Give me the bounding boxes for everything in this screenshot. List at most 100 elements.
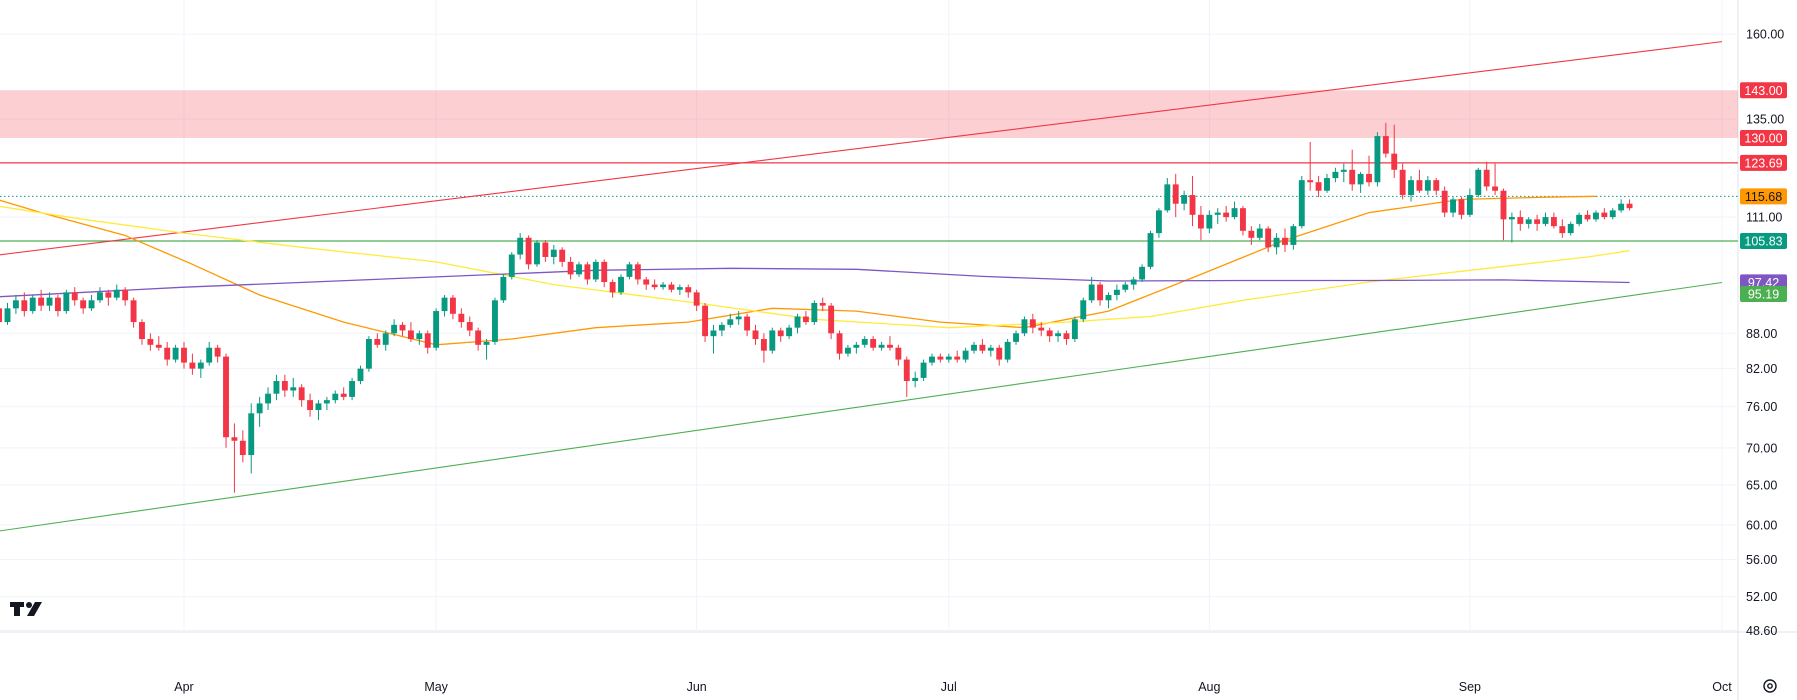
candle-down [1307, 141, 1314, 191]
settings-icon[interactable] [1763, 679, 1777, 693]
x-tick-label: Oct [1712, 680, 1732, 694]
candle-body [542, 242, 549, 257]
candle-down [1441, 186, 1448, 218]
x-tick-label: Sep [1459, 680, 1481, 694]
candle-body [399, 324, 406, 331]
candle-down [214, 344, 221, 363]
candle-down [281, 374, 288, 397]
candle-body [1088, 284, 1095, 301]
candle-down [155, 336, 162, 351]
candle-up [1013, 330, 1019, 345]
candle-down [1534, 214, 1541, 231]
candle-down [407, 322, 414, 342]
tradingview-logo[interactable] [10, 602, 42, 616]
candle-down [458, 308, 465, 328]
candle-body [365, 339, 372, 369]
candle-body [1576, 214, 1583, 224]
candle-body [1189, 195, 1196, 215]
candle-body [256, 403, 263, 414]
candle-up [1374, 132, 1381, 187]
candle-body [155, 344, 162, 348]
candle-body [727, 319, 734, 325]
candle-down [702, 302, 709, 342]
candle-body [693, 292, 700, 306]
y-tick-label: 65.00 [1746, 478, 1777, 492]
candle-body [752, 330, 759, 340]
candle-down [525, 235, 532, 270]
candle-down [685, 284, 692, 298]
candle-up [1080, 297, 1087, 323]
candle-up [845, 344, 851, 357]
y-tick-label: 82.00 [1746, 362, 1777, 376]
candle-down [1492, 163, 1499, 196]
candle-body [357, 368, 364, 382]
candle-down [584, 261, 591, 285]
candle-down [996, 344, 1003, 366]
candle-up [1542, 212, 1549, 227]
candle-body [685, 287, 692, 293]
candle-body [1349, 169, 1356, 185]
candle-body [1517, 217, 1524, 224]
candle-body [1416, 180, 1423, 191]
candle-body [567, 261, 574, 275]
candle-body [483, 341, 490, 345]
candle-body [223, 356, 229, 438]
candle-body [1181, 195, 1188, 204]
candle-down [307, 393, 314, 417]
candle-body [1424, 180, 1431, 191]
time-axis[interactable]: Apr May Jun Jul Aug Sep Oct [174, 680, 1732, 694]
candle-body [63, 292, 70, 312]
candle-down [139, 319, 145, 345]
candle-down [231, 423, 238, 493]
candle-up [365, 336, 372, 372]
candle-body [281, 381, 288, 391]
candle-body [340, 393, 347, 397]
candle-body [1542, 217, 1549, 224]
candle-body [1315, 182, 1322, 191]
candle-body [1525, 219, 1532, 224]
x-tick-label: Jul [941, 680, 957, 694]
candle-body [265, 393, 271, 404]
candle-down [870, 336, 877, 351]
candle-body [1122, 284, 1129, 290]
candle-down [1483, 161, 1490, 191]
candle-body [1113, 289, 1120, 296]
candle-up [618, 274, 624, 296]
candle-up [206, 341, 213, 366]
candle-body [492, 300, 498, 342]
candle-body [1366, 173, 1372, 183]
candle-body [273, 381, 280, 394]
moving-average-line [0, 195, 1596, 346]
candle-down [542, 240, 549, 262]
candle-body [819, 302, 826, 306]
candle-body [903, 359, 910, 382]
candle-body [1282, 237, 1288, 245]
candle-up [811, 300, 818, 325]
candle-up [256, 396, 263, 427]
candle-body [424, 333, 431, 348]
candle-body [1450, 199, 1457, 213]
candle-down [1416, 169, 1423, 193]
candle-up [1206, 210, 1213, 234]
price-axis[interactable]: 160.00 135.00 111.00 88.00 82.00 76.00 70.00 65… [1746, 28, 1784, 638]
price-tag-label: 123.69 [1744, 156, 1782, 170]
candle-body [525, 237, 532, 265]
candle-body [1214, 212, 1221, 215]
candle-body [374, 339, 381, 345]
candle-up [197, 359, 204, 378]
candle-up [853, 341, 860, 354]
candle-down [130, 297, 137, 328]
candle-body [298, 387, 305, 401]
candle-down [1189, 175, 1196, 227]
candle-down [38, 289, 45, 312]
candle-up [1332, 167, 1339, 183]
candle-up [1592, 210, 1599, 222]
candle-body [1357, 173, 1364, 185]
candle-up [172, 344, 179, 363]
candle-up [1290, 223, 1297, 250]
candle-up [1324, 173, 1330, 193]
candle-up [576, 261, 582, 277]
candle-down [105, 289, 112, 306]
